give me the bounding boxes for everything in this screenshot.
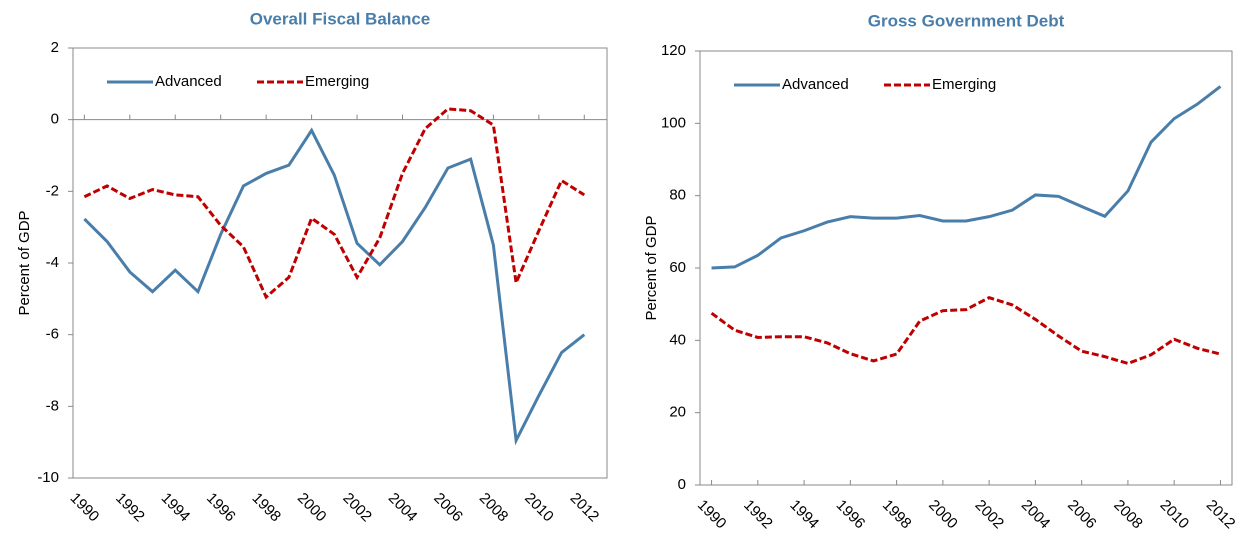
x-tick-label: 1990 bbox=[694, 497, 730, 533]
y-tick-label: 100 bbox=[661, 114, 686, 131]
chart-title: Overall Fiscal Balance bbox=[250, 9, 431, 28]
x-tick-label: 2012 bbox=[1203, 497, 1239, 533]
x-tick-label: 2000 bbox=[925, 497, 961, 533]
x-tick-label: 1992 bbox=[112, 490, 148, 526]
y-tick-label: 120 bbox=[661, 42, 686, 59]
y-tick-label: -4 bbox=[46, 254, 59, 271]
y-tick-label: -10 bbox=[37, 469, 59, 486]
y-tick-label: 2 bbox=[51, 39, 59, 56]
legend-label: Emerging bbox=[305, 73, 369, 90]
plot-frame bbox=[72, 47, 608, 479]
x-tick-label: 1990 bbox=[67, 490, 103, 526]
y-axis-label: Percent of GDP bbox=[16, 210, 33, 315]
series-line bbox=[710, 296, 1221, 366]
x-tick-label: 2010 bbox=[521, 490, 557, 526]
x-tick-label: 1998 bbox=[879, 497, 915, 533]
x-tick-label: 2000 bbox=[294, 490, 330, 526]
x-tick-label: 2002 bbox=[339, 490, 375, 526]
y-tick-label: 0 bbox=[51, 111, 59, 128]
y-tick-label: -8 bbox=[46, 397, 59, 414]
y-tick-label: 20 bbox=[669, 404, 686, 421]
y-tick-label: -6 bbox=[46, 326, 59, 343]
y-tick-label: 60 bbox=[669, 259, 686, 276]
x-tick-label: 2006 bbox=[1064, 497, 1100, 533]
x-tick-label: 2010 bbox=[1157, 497, 1193, 533]
x-tick-label: 2012 bbox=[567, 490, 603, 526]
x-tick-label: 1998 bbox=[249, 490, 285, 526]
y-tick-label: 80 bbox=[669, 187, 686, 204]
x-tick-label: 2008 bbox=[476, 490, 512, 526]
x-tick-label: 2004 bbox=[385, 490, 421, 526]
x-tick-label: 2004 bbox=[1018, 497, 1054, 533]
y-axis-label: Percent of GDP bbox=[643, 215, 660, 320]
y-tick-label: -2 bbox=[46, 182, 59, 199]
plot-frame bbox=[699, 50, 1233, 486]
x-tick-label: 1996 bbox=[833, 497, 869, 533]
x-tick-label: 1994 bbox=[158, 490, 194, 526]
chart-title: Gross Government Debt bbox=[868, 11, 1065, 30]
x-tick-label: 2002 bbox=[971, 497, 1007, 533]
x-tick-label: 2008 bbox=[1110, 497, 1146, 533]
x-tick-label: 1994 bbox=[786, 497, 822, 533]
y-tick-label: 0 bbox=[678, 476, 686, 493]
legend-label: Advanced bbox=[155, 73, 222, 90]
x-tick-label: 1992 bbox=[740, 497, 776, 533]
series-line bbox=[711, 85, 1222, 270]
legend-label: Advanced bbox=[782, 76, 849, 93]
series-line bbox=[83, 107, 586, 300]
x-tick-label: 1996 bbox=[203, 490, 239, 526]
x-tick-label: 2006 bbox=[430, 490, 466, 526]
y-tick-label: 40 bbox=[669, 331, 686, 348]
legend-label: Emerging bbox=[932, 76, 996, 93]
series-line bbox=[83, 127, 586, 446]
